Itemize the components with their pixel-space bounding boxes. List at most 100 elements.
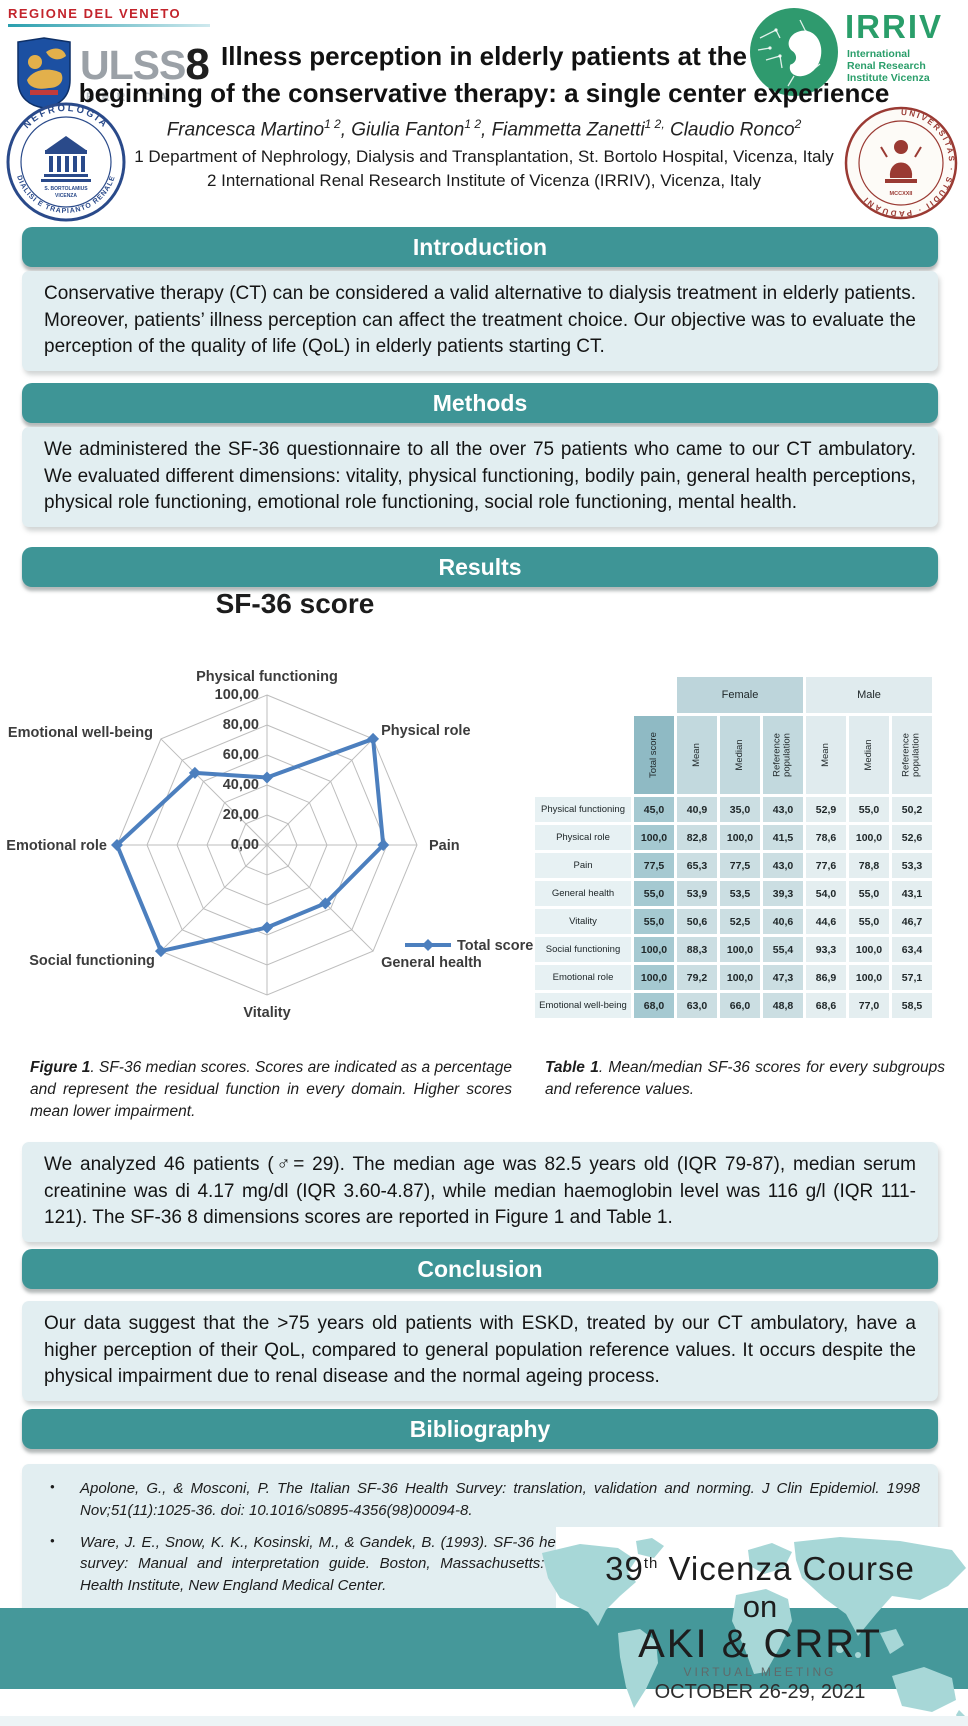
table-col-header: Reference population [892,716,932,794]
radar-marker [377,839,390,851]
table-value-cell: 100,0 [720,965,760,990]
table-value-cell: 44,6 [806,909,846,934]
course-sup: th [643,1555,659,1572]
results-panel: We analyzed 46 patients (♂= 29). The med… [22,1142,938,1242]
table-col-header-text: Median [733,739,745,771]
table-corner [535,677,674,713]
table-value-cell: 63,0 [677,993,717,1018]
table-value-cell: 55,0 [849,881,889,906]
table-col-header: Total score [634,716,674,794]
table-col-header: Reference population [763,716,803,794]
figure-title: SF-36 score [215,588,375,619]
section-bar-conclusion: Conclusion [22,1249,938,1289]
table-value-cell: 39,3 [763,881,803,906]
table-row-label: Physical functioning [535,797,631,822]
course-rest: Vicenza Course [658,1550,915,1587]
table-value-cell: 100,0 [849,965,889,990]
legend-marker [422,939,434,951]
table-col-header-text: Reference population [771,733,793,777]
radar-axis-label: Vitality [243,1005,290,1021]
radar-axis-label: Physical functioning [196,669,338,685]
table-value-cell: 53,5 [720,881,760,906]
table-col-header-text: Mean [819,743,831,767]
table-row-label: Emotional well-being [535,993,631,1018]
sf36-table: Female Male Total score Mean Median Reference… [535,677,932,1018]
poster-title: Illness perception in elderly patients a… [64,38,904,112]
radar-axis-label: Pain [429,838,460,854]
radar-marker [154,945,167,958]
section-bar-results: Results [22,547,938,587]
radar-tick-label: 80,00 [223,717,259,733]
table-value-cell: 65,3 [677,853,717,878]
radar-marker [111,839,123,851]
table-row-label: General health [535,881,631,906]
table-value-cell: 66,0 [720,993,760,1018]
seal-left-center2: VICENZA [55,193,77,199]
table-value-cell: 40,9 [677,797,717,822]
irriv-line2: Renal Research [847,60,926,72]
table-value-cell: 79,2 [677,965,717,990]
regione-veneto-label: REGIONE DEL VENETO [8,6,182,21]
virtual-meeting-label: VIRTUAL MEETING [683,1665,837,1679]
course-title-line2: on [742,1589,778,1624]
radar-marker [261,921,273,934]
table-value-cell: 82,8 [677,825,717,850]
table-value-cell: 58,5 [892,993,932,1018]
footer-band [0,1608,968,1689]
conclusion-panel: Our data suggest that the >75 years old … [22,1301,938,1401]
table-value-cell: 43,0 [763,853,803,878]
table-value-cell: 52,5 [720,909,760,934]
table-caption-text: . Mean/median SF-36 scores for every sub… [545,1059,946,1098]
table-value-cell: 77,6 [806,853,846,878]
bibliography-item: Apolone, G., & Mosconi, P. The Italian S… [46,1478,920,1522]
methods-title: Methods [432,389,528,416]
table-value-cell: 55,0 [634,881,674,906]
radar-axis-label: Social functioning [29,953,155,969]
results-title: Results [438,553,522,580]
irriv-line1: International [847,48,911,60]
table-value-cell: 40,6 [763,909,803,934]
table-row-label: Pain [535,853,631,878]
course-title-line3: AKI & CRRT [638,1622,882,1666]
table-value-cell: 77,5 [720,853,760,878]
table-value-cell: 77,5 [634,853,674,878]
table-row-label: Emotional role [535,965,631,990]
table-value-cell: 57,1 [892,965,932,990]
radar-axis-label: General health [381,955,482,971]
table-value-cell: 86,9 [806,965,846,990]
introduction-panel: Conservative therapy (CT) can be conside… [22,271,938,371]
radar-gridline [176,754,358,936]
table-value-cell: 48,8 [763,993,803,1018]
table-value-cell: 100,0 [849,937,889,962]
table-col-header-text: Reference population [900,733,922,777]
irriv-acronym: IRRIV [845,8,944,45]
table-value-cell: 52,9 [806,797,846,822]
table-group-header-male: Male [806,677,932,713]
ulss-number: 8 [185,40,210,89]
regione-underline [8,24,210,27]
course-number: 39 [605,1550,644,1587]
table-value-cell: 78,8 [849,853,889,878]
course-title-line1: 39th Vicenza Course [548,1550,968,1588]
radar-tick-label: 40,00 [223,777,259,793]
table-value-cell: 46,7 [892,909,932,934]
table-value-cell: 54,0 [806,881,846,906]
poster-title-line2: beginning of the conservative therapy: a… [78,78,890,108]
table-col-header: Mean [677,716,717,794]
table-value-cell: 100,0 [849,825,889,850]
table-value-cell: 47,3 [763,965,803,990]
ulss-logo: ULSS8 [80,40,210,90]
table-value-cell: 100,0 [720,825,760,850]
radar-spoke [160,738,268,846]
figure-caption: Figure 1. SF-36 median scores. Scores ar… [30,1057,512,1123]
table-value-cell: 78,6 [806,825,846,850]
table-value-cell: 53,9 [677,881,717,906]
section-bar-methods: Methods [22,383,938,423]
nephrology-seal-icon: NEFROLOGIA DIALISI E TRAPIANTO RENALE S.… [6,102,126,222]
radar-spoke [160,844,268,952]
table-col-header-text: Mean [690,743,702,767]
section-bar-bibliography: Bibliography [22,1409,938,1449]
radar-spoke [266,738,374,846]
radar-axis-label: Emotional well-being [8,725,153,741]
world-map-icon [542,1537,966,1722]
